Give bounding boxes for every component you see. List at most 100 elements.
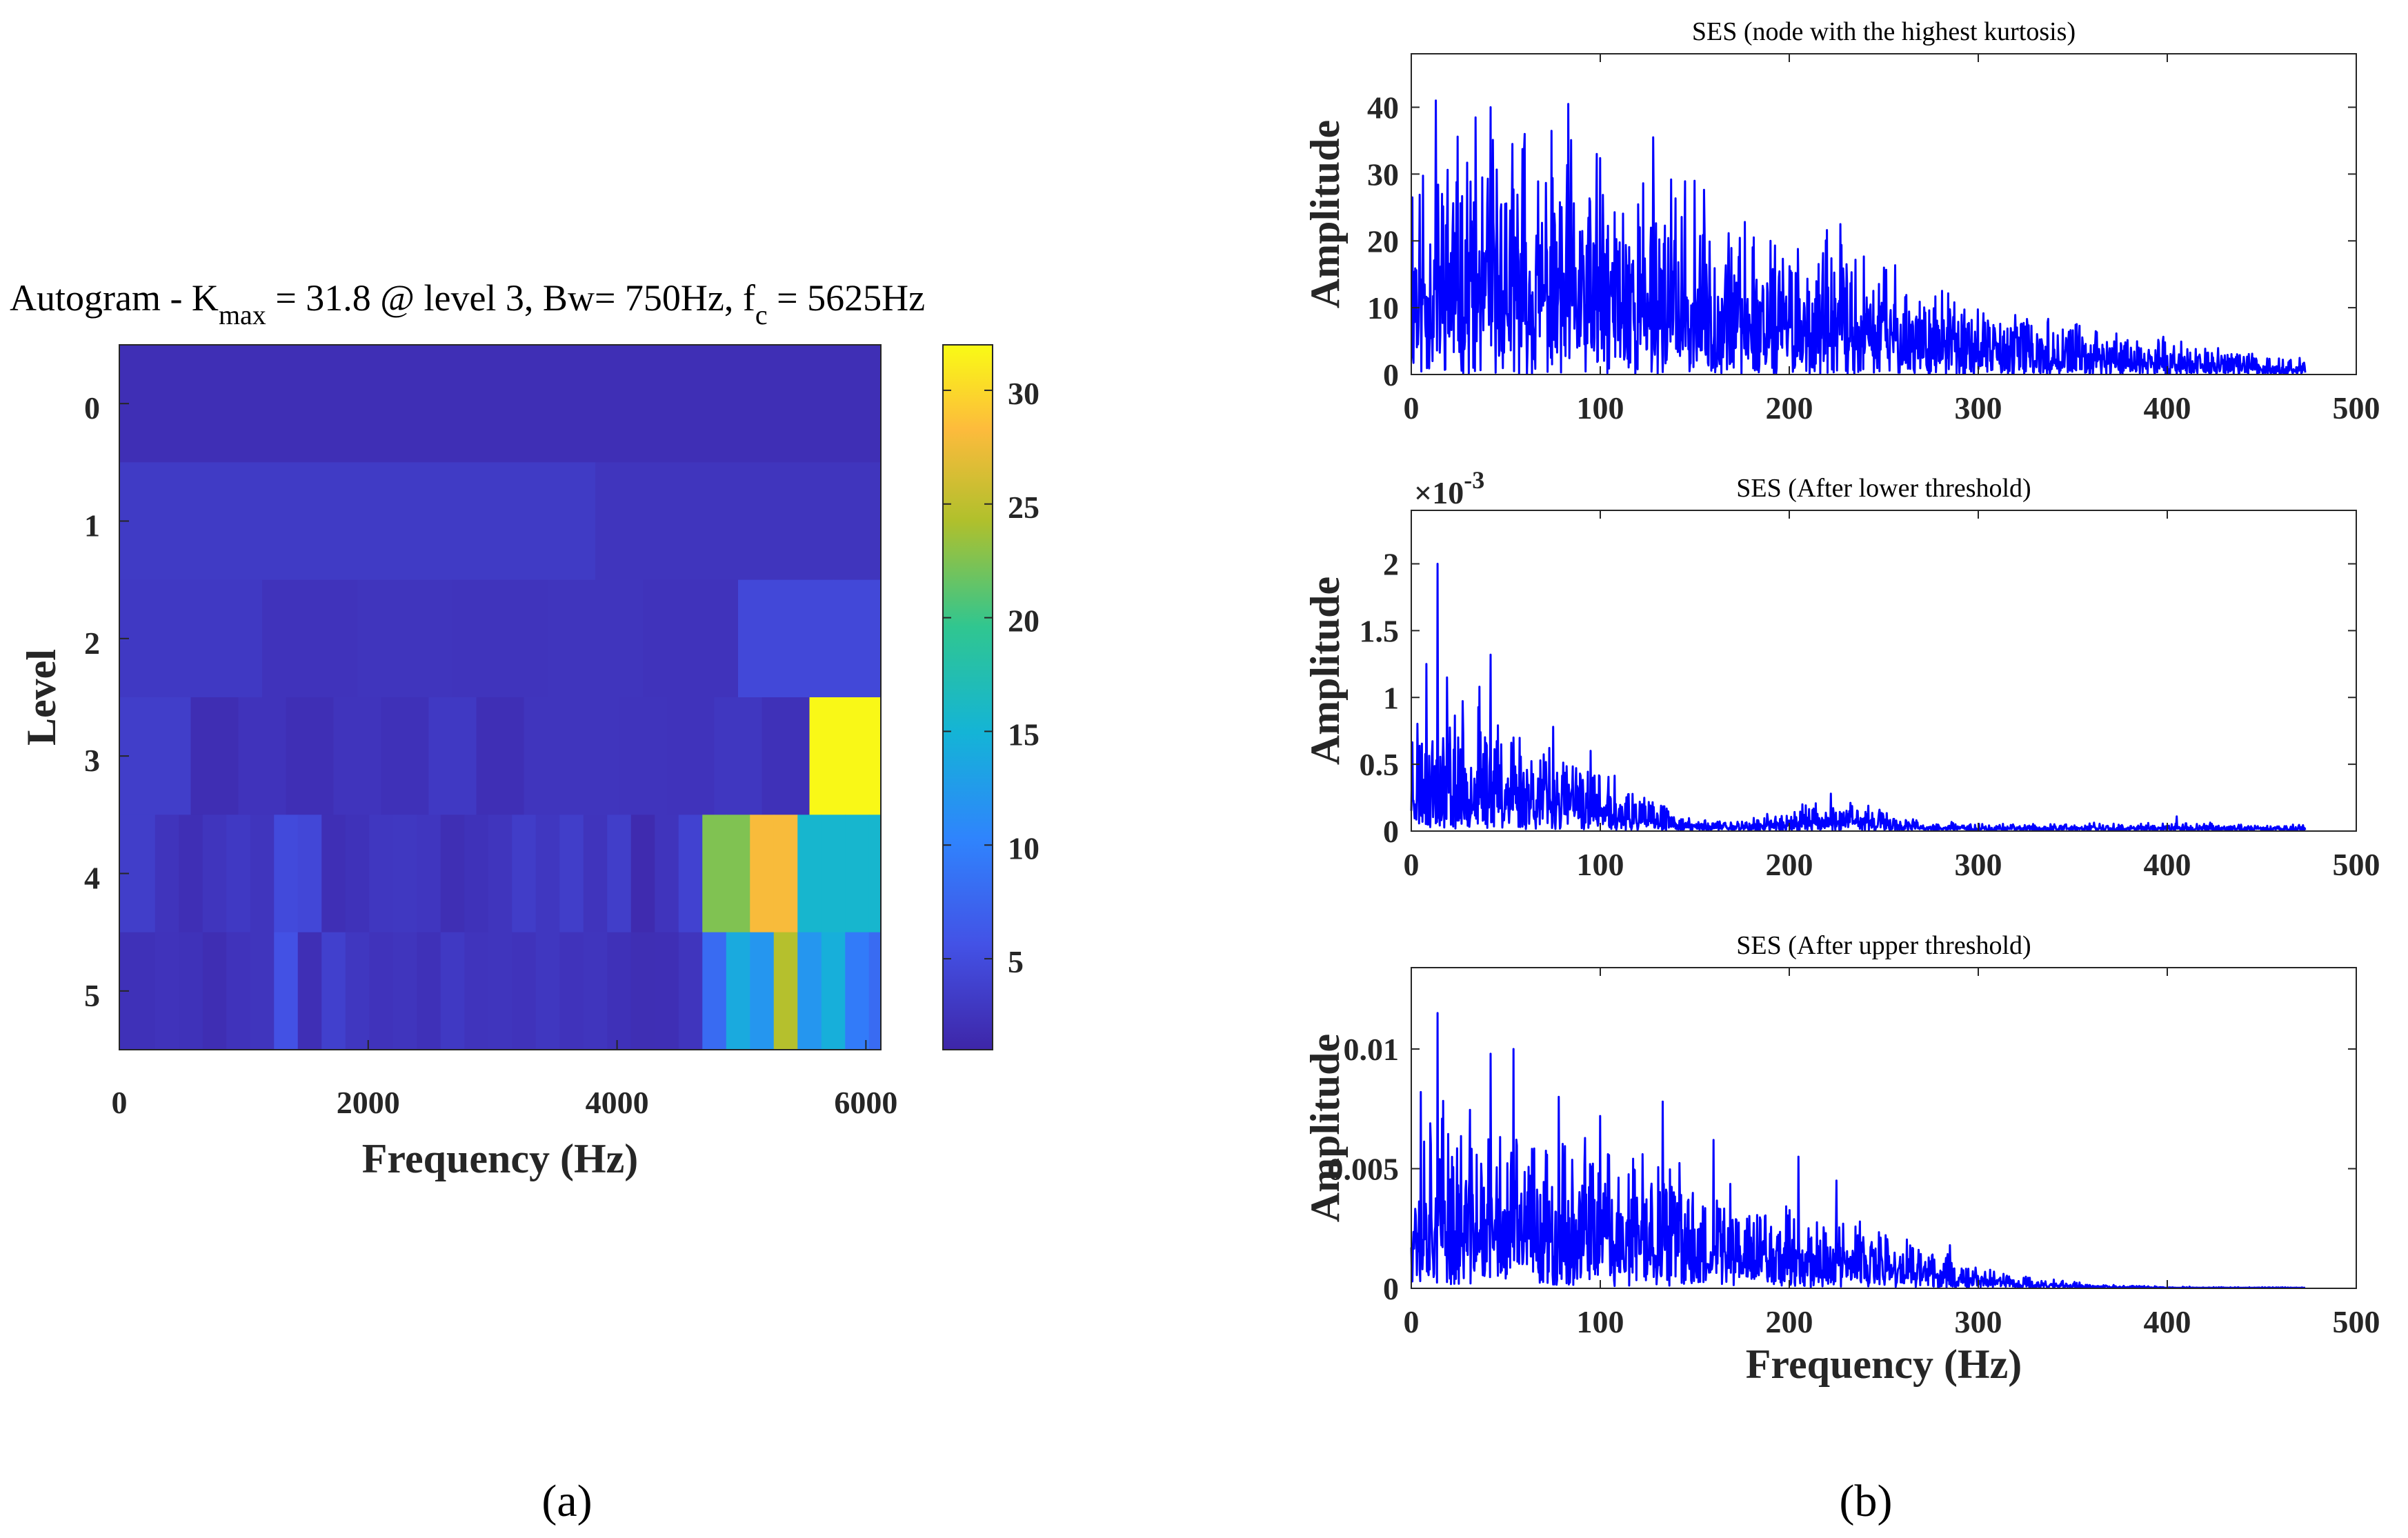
heatmap-cell [297,815,322,933]
ses-y-tick-label: 1 [1383,680,1399,715]
heatmap-cell [238,697,287,815]
heatmap-cell [155,815,179,933]
heatmap-cell [583,815,608,933]
heatmap-cell [179,815,203,933]
heatmap-cell [643,579,739,698]
heatmap-cell [226,815,251,933]
ses-x-tick-label: 400 [2144,1304,2191,1339]
heatmap-cell [702,815,727,933]
heatmap-cell [369,932,394,1050]
autogram-y-tick-label: 5 [84,978,100,1013]
ses-plot-highest-kurtosis: 0 100 200 300 400 500 0 10 20 30 40 SES (node with … [1302,17,2380,426]
ses-y-tick-label: 0 [1383,814,1399,849]
heatmap-cell [738,579,834,698]
ses-x-label: Frequency (Hz) [1746,1341,2022,1387]
autogram-x-tick-label: 2000 [337,1085,400,1120]
heatmap-cell [786,462,882,581]
heatmap-cell [773,932,798,1050]
heatmap-cell [726,815,750,933]
heatmap-cell [357,579,453,698]
heatmap-cell [440,815,465,933]
ses-x-tick-label: 200 [1766,390,1813,426]
ses-axes-frame [1411,53,2357,375]
heatmap-cell [119,345,882,463]
heatmap-cell [619,697,668,815]
heatmap-cell [464,815,489,933]
heatmap-cells [119,345,882,1050]
heatmap-cell [595,462,786,581]
autogram-x-label: Frequency (Hz) [362,1136,638,1181]
heatmap-cell [190,697,239,815]
ses-x-tick-label: 500 [2333,847,2380,882]
ses-x-tick-label: 300 [1955,1304,2002,1339]
ses-series-line [1410,1012,2306,1289]
heatmap-cell [607,815,632,933]
ses-x-tick-label: 400 [2144,390,2191,426]
ses-x-tick-label: 200 [1766,847,1813,882]
colorbar-tick-label: 10 [1008,830,1039,866]
heatmap-cell [809,697,858,815]
heatmap-cell [345,815,370,933]
heatmap-cell [417,815,441,933]
autogram-x-tick-label: 0 [112,1085,128,1120]
ses-series-line [1410,563,2307,832]
autogram-chart: Autogram - Kmax = 31.8 @ level 3, Bw= 75… [10,277,1039,1526]
ses-y-label: Amplitude [1302,120,1348,308]
autogram-title: Autogram - Kmax = 31.8 @ level 3, Bw= 75… [10,277,925,330]
ses-y-tick-label: 20 [1367,223,1399,259]
heatmap-cell [226,932,251,1050]
heatmap-cell [392,932,417,1050]
heatmap-cell [452,579,548,698]
heatmap-cell [678,815,703,933]
heatmap-cell [726,932,750,1050]
heatmap-cell [833,579,882,698]
heatmap-cell [202,932,227,1050]
ses-x-tick-label: 300 [1955,390,2002,426]
heatmap-cell [286,697,335,815]
heatmap-cell [155,932,179,1050]
ses-x-tick-label: 500 [2333,390,2380,426]
heatmap-cell [750,815,775,933]
heatmap-cell [750,932,775,1050]
ses-y-tick-label: 10 [1367,290,1399,326]
autogram-x-tick-label: 4000 [586,1085,649,1120]
colorbar-tick-label: 5 [1008,944,1024,979]
ses-y-tick-label: 40 [1367,90,1399,126]
heatmap-cell [678,932,703,1050]
heatmap-cell [345,932,370,1050]
heatmap-cell [845,932,870,1050]
heatmap-cell [512,815,537,933]
ses-x-tick-label: 0 [1404,390,1420,426]
ses-x-tick-label: 100 [1577,1304,1624,1339]
heatmap-cell [274,815,299,933]
ses-x-tick-label: 300 [1955,847,2002,882]
heatmap-cell [524,697,573,815]
autogram-y-tick-label: 1 [84,508,100,543]
colorbar-tick-label: 15 [1008,717,1039,752]
heatmap-cell [381,697,430,815]
ses-title: SES (node with the highest kurtosis) [1692,17,2076,46]
heatmap-cell [476,697,525,815]
ses-x-tick-label: 0 [1404,1304,1420,1339]
heatmap-cell [392,815,417,933]
ses-title: SES (After lower threshold) [1736,474,2031,503]
ses-x-tick-label: 400 [2144,847,2191,882]
heatmap-cell [655,932,679,1050]
colorbar-tick-label: 20 [1008,603,1039,639]
heatmap-cell [179,932,203,1050]
ses-y-tick-label: 30 [1367,157,1399,192]
heatmap-cell [868,815,882,933]
ses-y-tick-label: 0 [1383,1271,1399,1306]
autogram-x-ticks: 0 2000 4000 6000 [112,1040,897,1120]
autogram-y-tick-label: 4 [84,861,100,896]
colorbar-ticks: 5 10 15 20 25 30 [943,376,1039,979]
autogram-y-tick-label: 2 [84,626,100,661]
ses-y-exponent: ×10-3 [1414,466,1484,510]
heatmap-cell [845,815,870,933]
heatmap-cell [250,815,275,933]
ses-x-tick-label: 100 [1577,390,1624,426]
heatmap-cell [548,579,644,698]
heatmap-cell [202,815,227,933]
